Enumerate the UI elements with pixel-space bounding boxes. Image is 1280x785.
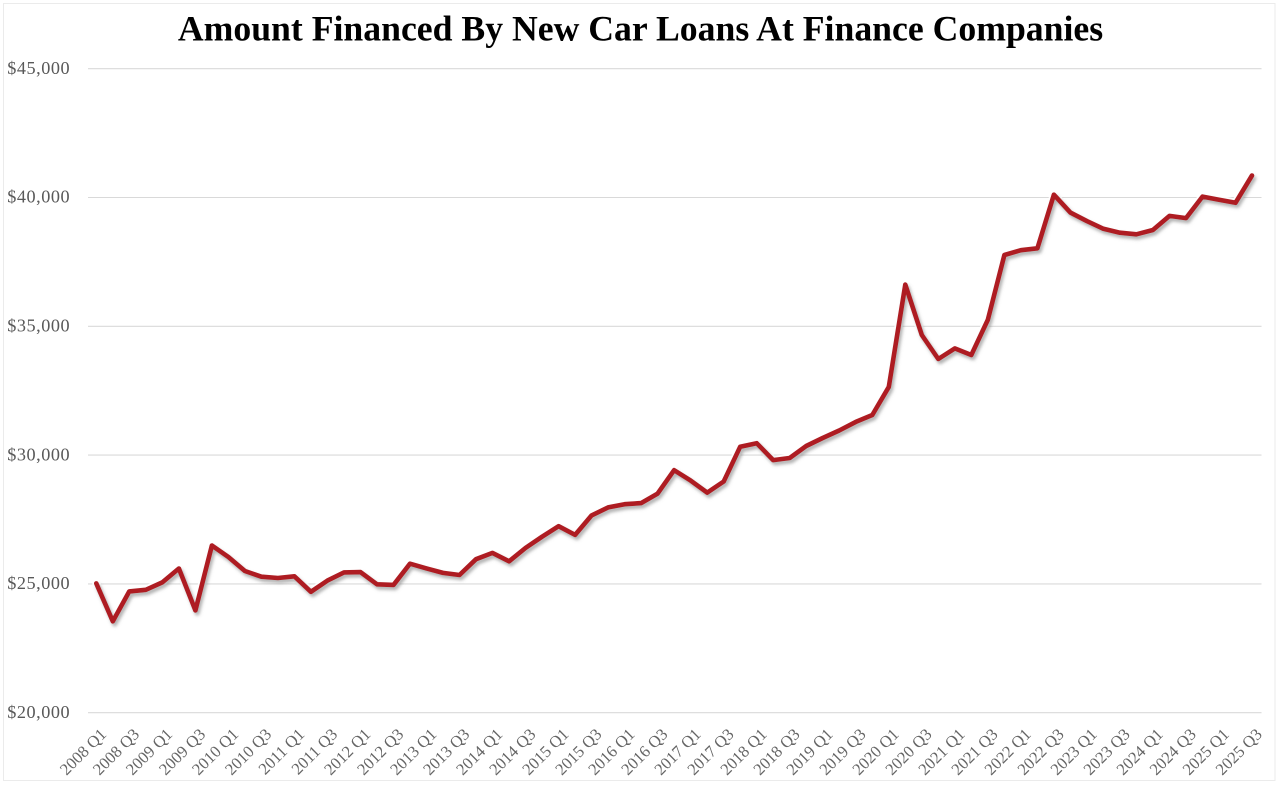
svg-text:$30,000: $30,000 [7,444,70,464]
svg-text:$35,000: $35,000 [7,316,70,336]
svg-text:$45,000: $45,000 [7,58,70,78]
svg-text:$20,000: $20,000 [7,702,70,722]
svg-text:$40,000: $40,000 [7,187,70,207]
svg-text:Amount Financed By New Car Loa: Amount Financed By New Car Loans At Fina… [178,9,1103,49]
svg-text:$25,000: $25,000 [7,573,70,593]
